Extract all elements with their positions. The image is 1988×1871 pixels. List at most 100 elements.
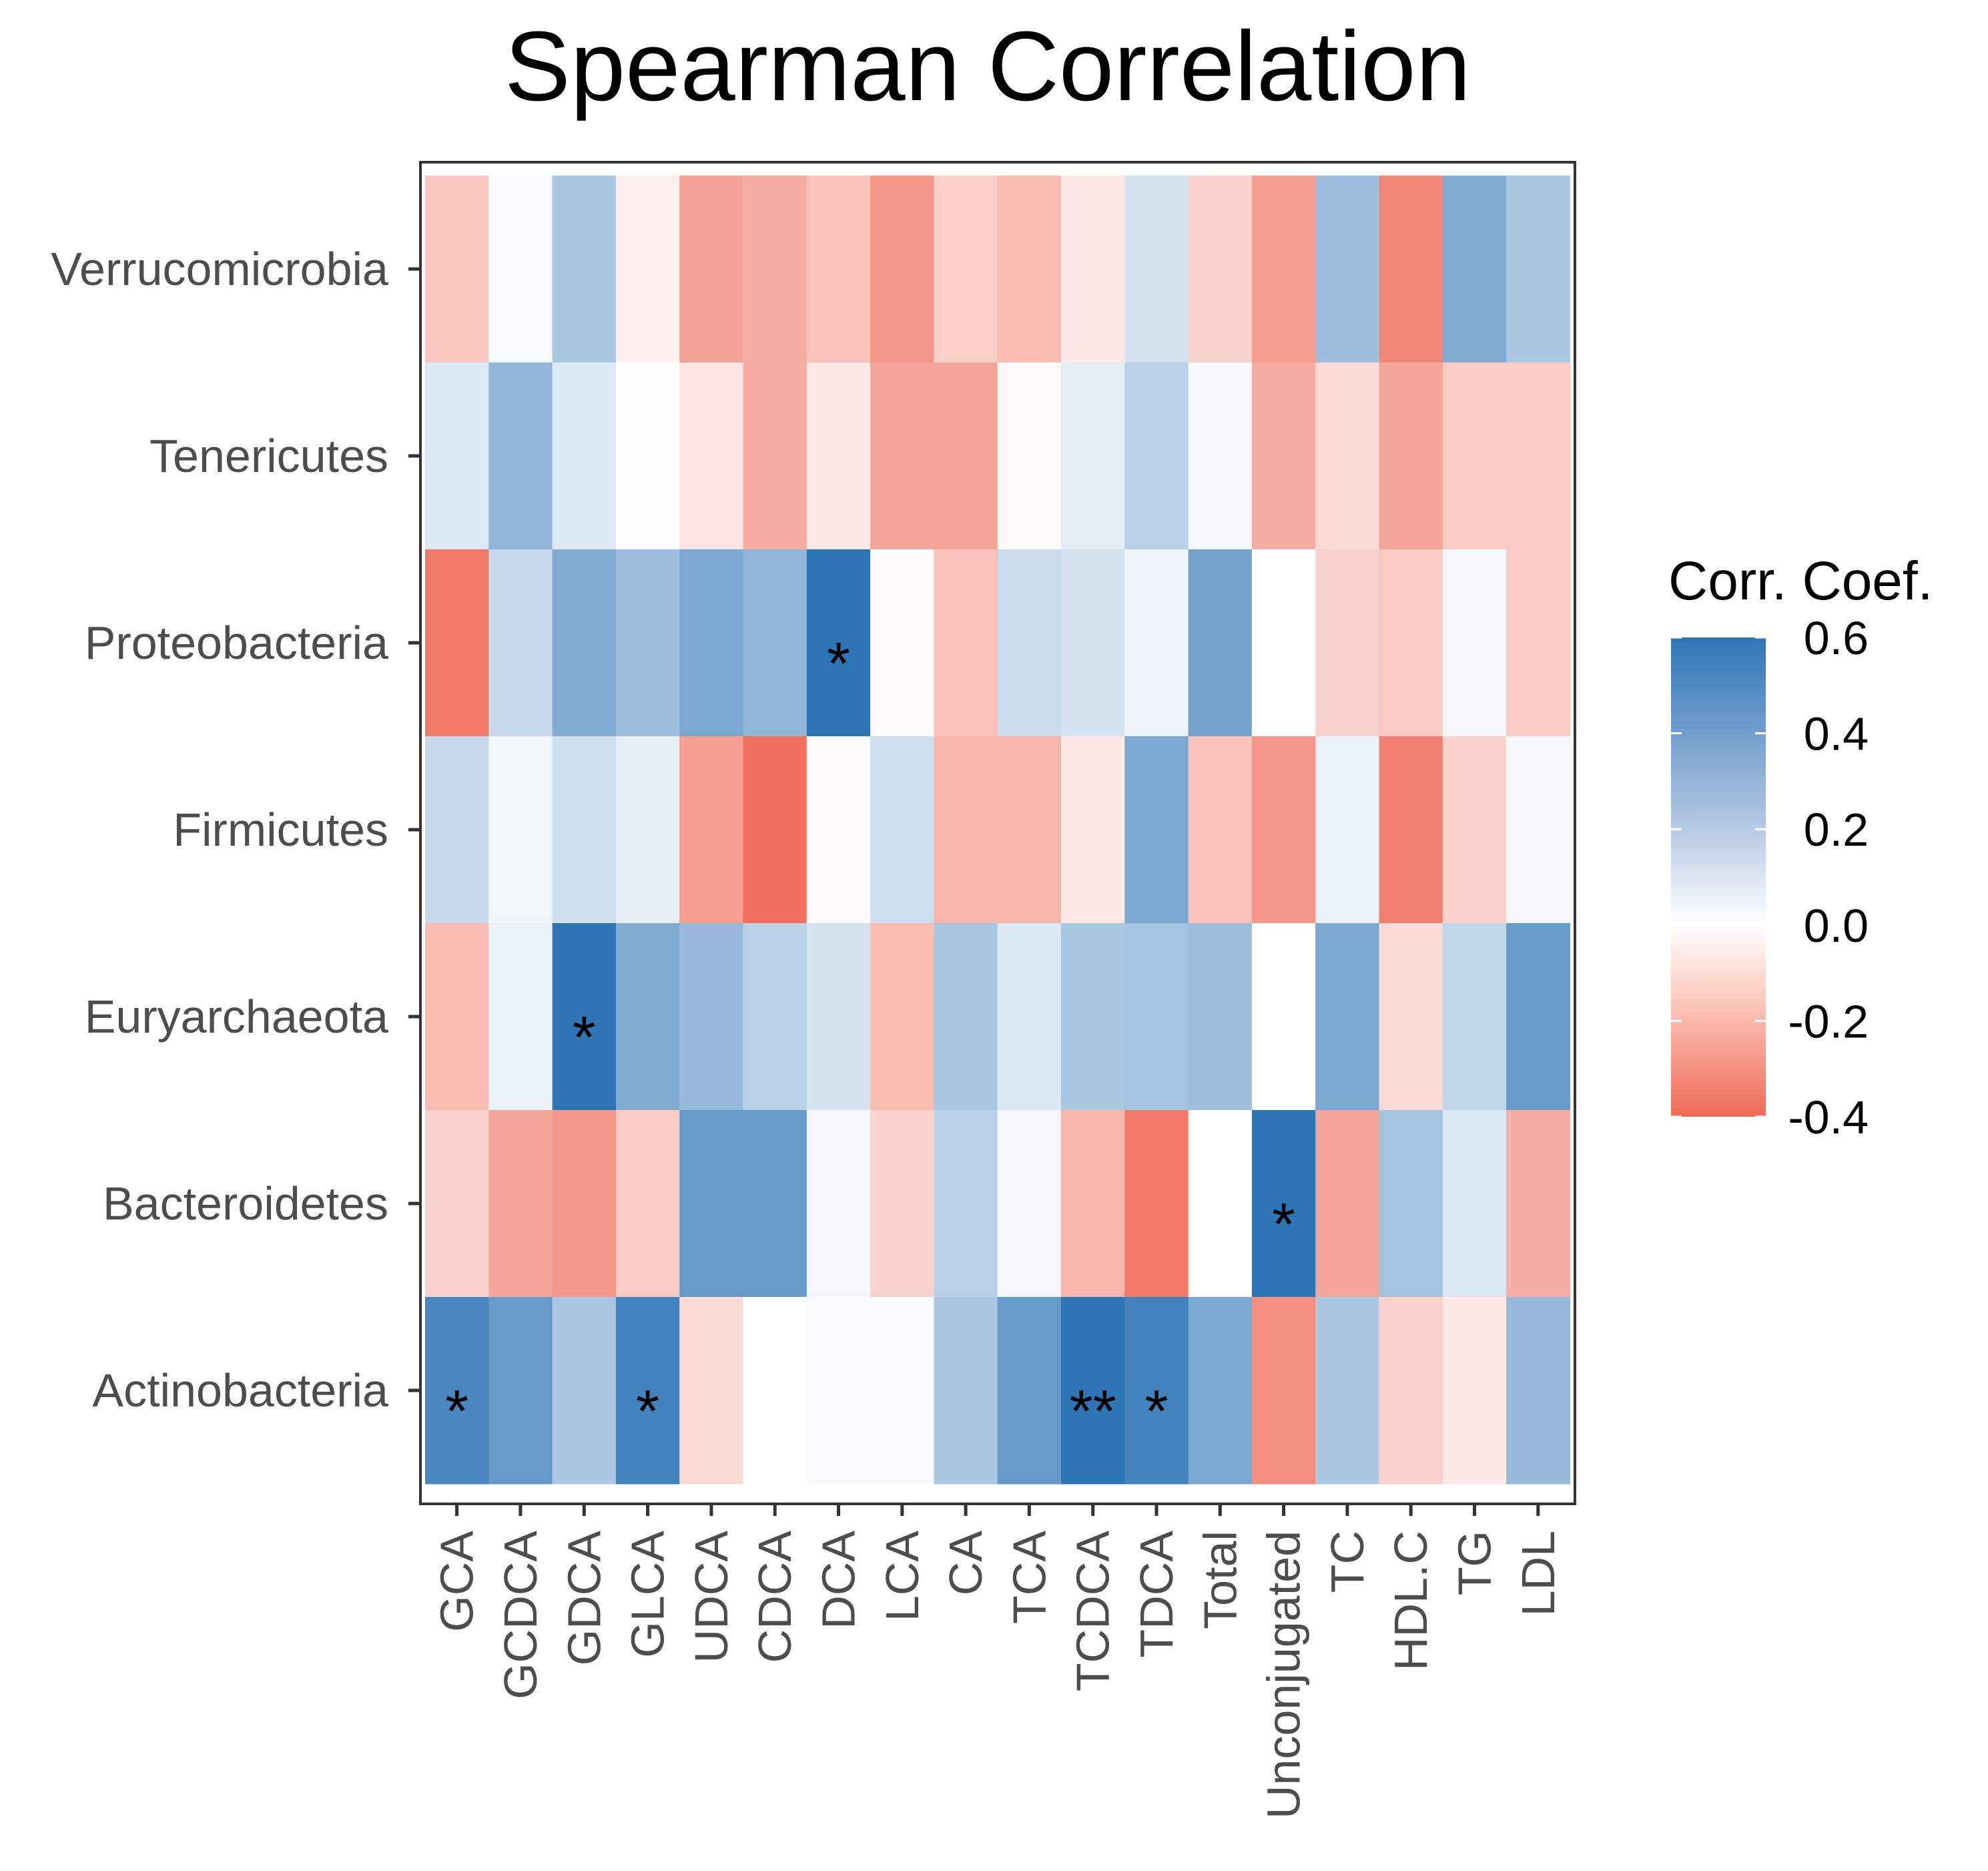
- cell-proteobacteria-ldl: [1506, 549, 1570, 737]
- cell-actinobacteria-lca: [870, 1297, 934, 1485]
- y-axis: Verrucomicrobia Tenericutes Proteobacteria…: [51, 243, 420, 1416]
- cell-euryarchaeota-unconjugated: [1251, 923, 1316, 1111]
- cell-tenericutes-gdca: [552, 362, 617, 550]
- x-tick-label-tca: TCA: [1003, 1531, 1055, 1624]
- cell-actinobacteria-udca: [679, 1297, 744, 1485]
- cell-proteobacteria-hdl-c: [1379, 549, 1443, 737]
- cell-proteobacteria-tcdca: [1061, 549, 1125, 737]
- cell-proteobacteria-total: [1188, 549, 1253, 737]
- cell-verrucomicrobia-tdca: [1124, 176, 1189, 363]
- cell-proteobacteria-dca: [806, 549, 871, 737]
- cell-actinobacteria-ldl: [1506, 1297, 1570, 1485]
- cell-firmicutes-ldl: [1506, 736, 1570, 924]
- cell-tenericutes-lca: [870, 362, 934, 550]
- cell-verrucomicrobia-dca: [806, 176, 871, 363]
- cell-actinobacteria-gdca: [552, 1297, 617, 1485]
- cell-tenericutes-tca: [997, 362, 1062, 550]
- significance-marks: **** * ** *: [445, 631, 1295, 1445]
- cell-firmicutes-cdca: [743, 736, 807, 924]
- cell-euryarchaeota-tg: [1442, 923, 1507, 1111]
- cell-bacteroidetes-ldl: [1506, 1110, 1570, 1298]
- cell-actinobacteria-unconjugated: [1251, 1297, 1316, 1485]
- cell-verrucomicrobia-gca: [425, 176, 489, 363]
- cell-proteobacteria-lca: [870, 549, 934, 737]
- cell-verrucomicrobia-total: [1188, 176, 1253, 363]
- cell-firmicutes-dca: [806, 736, 871, 924]
- panel-border: [419, 161, 1576, 1505]
- y-tick-label-tenericutes: Tenericutes: [149, 430, 388, 482]
- cell-tenericutes-total: [1188, 362, 1253, 550]
- legend: Corr. Coef. 0.6 0.4 0.2 0.0 -0.2 -0.4: [1668, 551, 1933, 1143]
- cell-tenericutes-unconjugated: [1251, 362, 1316, 550]
- cell-proteobacteria-unconjugated: [1251, 549, 1316, 737]
- cell-euryarchaeota-gcdca: [488, 923, 553, 1111]
- cell-proteobacteria-tg: [1442, 549, 1507, 737]
- cell-tenericutes-ldl: [1506, 362, 1570, 550]
- cell-proteobacteria-cdca: [743, 549, 807, 737]
- cell-bacteroidetes-udca: [679, 1110, 744, 1298]
- significance-mark-bacteroidetes-unconjugated: *: [1272, 1191, 1295, 1258]
- cell-actinobacteria-dca: [806, 1297, 871, 1485]
- x-tick-label-tg: TG: [1449, 1531, 1501, 1595]
- x-tick-label-ldl: LDL: [1512, 1531, 1564, 1616]
- cell-verrucomicrobia-glca: [615, 176, 680, 363]
- cell-firmicutes-tca: [997, 736, 1062, 924]
- significance-mark-euryarchaeota-gdca: *: [573, 1005, 596, 1071]
- x-tick-label-unconjugated: Unconjugated: [1258, 1531, 1310, 1819]
- cell-euryarchaeota-tdca: [1124, 923, 1189, 1111]
- cell-tenericutes-glca: [615, 362, 680, 550]
- cell-firmicutes-hdl-c: [1379, 736, 1443, 924]
- cell-actinobacteria-glca: [615, 1297, 680, 1485]
- cell-verrucomicrobia-ldl: [1506, 176, 1570, 363]
- cell-actinobacteria-ca: [934, 1297, 998, 1485]
- x-tick-label-gca: GCA: [431, 1531, 483, 1632]
- cell-verrucomicrobia-tc: [1315, 176, 1380, 363]
- cell-euryarchaeota-hdl-c: [1379, 923, 1443, 1111]
- cell-tenericutes-tc: [1315, 362, 1380, 550]
- x-tick-label-gdca: GDCA: [558, 1531, 610, 1666]
- legend-ticks: 0.6 0.4 0.2 0.0 -0.2 -0.4: [1671, 612, 1869, 1143]
- cell-actinobacteria-total: [1188, 1297, 1253, 1485]
- cell-bacteroidetes-lca: [870, 1110, 934, 1298]
- cell-euryarchaeota-lca: [870, 923, 934, 1111]
- cell-bacteroidetes-glca: [615, 1110, 680, 1298]
- cell-verrucomicrobia-gcdca: [488, 176, 553, 363]
- cell-tenericutes-tcdca: [1061, 362, 1125, 550]
- cell-firmicutes-ca: [934, 736, 998, 924]
- cell-bacteroidetes-total: [1188, 1110, 1253, 1298]
- y-tick-label-euryarchaeota: Euryarchaeota: [85, 991, 388, 1043]
- cell-tenericutes-udca: [679, 362, 744, 550]
- cell-tenericutes-gcdca: [488, 362, 553, 550]
- cell-proteobacteria-gcdca: [488, 549, 553, 737]
- legend-tick-label: -0.4: [1788, 1091, 1869, 1143]
- y-tick-label-bacteroidetes: Bacteroidetes: [103, 1177, 388, 1230]
- x-tick-label-tcdca: TCDCA: [1067, 1531, 1119, 1691]
- x-tick-label-ca: CA: [940, 1531, 992, 1596]
- cell-firmicutes-gcdca: [488, 736, 553, 924]
- x-tick-label-hdl-c: HDL.C: [1385, 1531, 1437, 1671]
- cell-tenericutes-gca: [425, 362, 489, 550]
- cell-bacteroidetes-dca: [806, 1110, 871, 1298]
- cell-firmicutes-tc: [1315, 736, 1380, 924]
- cell-actinobacteria-gca: [425, 1297, 489, 1485]
- cell-tenericutes-hdl-c: [1379, 362, 1443, 550]
- cell-bacteroidetes-tg: [1442, 1110, 1507, 1298]
- cell-firmicutes-lca: [870, 736, 934, 924]
- legend-tick-label: 0.6: [1804, 612, 1869, 664]
- significance-mark-actinobacteria-glca: *: [636, 1378, 659, 1445]
- cell-bacteroidetes-gdca: [552, 1110, 617, 1298]
- cell-bacteroidetes-cdca: [743, 1110, 807, 1298]
- cell-actinobacteria-tcdca: [1061, 1297, 1125, 1485]
- cell-tenericutes-tdca: [1124, 362, 1189, 550]
- significance-mark-proteobacteria-dca: *: [827, 631, 850, 698]
- cell-euryarchaeota-ldl: [1506, 923, 1570, 1111]
- x-tick-label-tc: TC: [1321, 1531, 1373, 1593]
- cell-firmicutes-tg: [1442, 736, 1507, 924]
- cell-actinobacteria-cdca: [743, 1297, 807, 1485]
- cell-proteobacteria-tdca: [1124, 549, 1189, 737]
- cell-firmicutes-unconjugated: [1251, 736, 1316, 924]
- cell-firmicutes-total: [1188, 736, 1253, 924]
- cell-proteobacteria-udca: [679, 549, 744, 737]
- cell-verrucomicrobia-unconjugated: [1251, 176, 1316, 363]
